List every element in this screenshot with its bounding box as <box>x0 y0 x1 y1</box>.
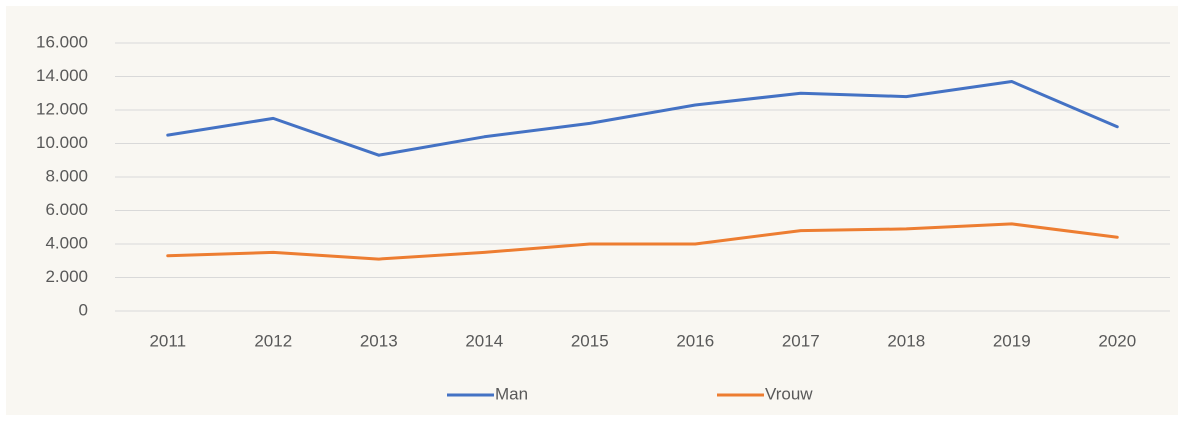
x-tick-label: 2013 <box>360 331 398 350</box>
x-tick-label: 2017 <box>782 331 820 350</box>
y-tick-label: 8.000 <box>45 166 88 185</box>
x-tick-label: 2019 <box>993 331 1031 350</box>
x-tick-label: 2014 <box>465 331 503 350</box>
y-tick-label: 6.000 <box>45 200 88 219</box>
y-tick-label: 4.000 <box>45 233 88 252</box>
y-tick-label: 16.000 <box>36 32 88 51</box>
x-tick-label: 2018 <box>887 331 925 350</box>
y-tick-label: 2.000 <box>45 267 88 286</box>
x-tick-label: 2020 <box>1098 331 1136 350</box>
x-tick-label: 2016 <box>676 331 714 350</box>
y-tick-label: 14.000 <box>36 66 88 85</box>
x-tick-label: 2015 <box>571 331 609 350</box>
y-tick-label: 0 <box>79 300 88 319</box>
x-tick-label: 2011 <box>149 331 186 350</box>
series-line <box>166 80 1119 157</box>
y-tick-label: 12.000 <box>36 99 88 118</box>
legend-label: Man <box>495 384 528 403</box>
legend-label: Vrouw <box>765 384 813 403</box>
series-line <box>166 222 1119 261</box>
x-tick-label: 2012 <box>254 331 292 350</box>
y-tick-label: 10.000 <box>36 133 88 152</box>
